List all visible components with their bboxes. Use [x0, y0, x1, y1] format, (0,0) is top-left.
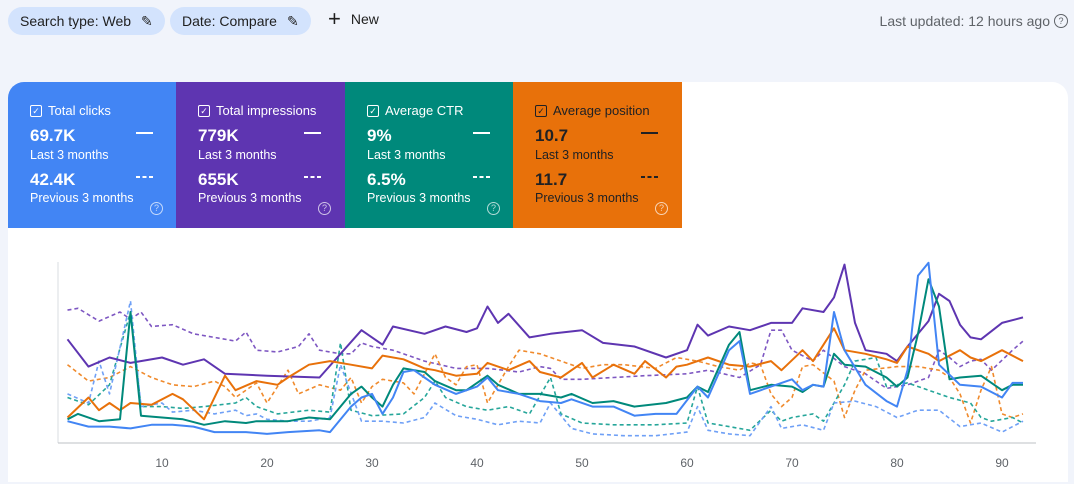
metric-label: Total clicks — [48, 103, 111, 118]
x-tick-label: 30 — [365, 456, 379, 470]
filter-label: Date: Compare — [182, 13, 277, 29]
x-tick-label: 70 — [785, 456, 799, 470]
x-tick-label: 50 — [575, 456, 589, 470]
x-tick-label: 90 — [995, 456, 1009, 470]
series-line-impressions-previous — [67, 307, 1024, 390]
series-line-position-previous — [67, 349, 1024, 424]
dashed-line-legend-icon — [641, 176, 658, 178]
metric-label: Total impressions — [216, 103, 317, 118]
filter-chip-date[interactable]: Date: Compare ✎ — [170, 7, 311, 35]
last-updated: Last updated: 12 hours ago ? — [880, 13, 1068, 29]
dashed-line-legend-icon — [304, 176, 321, 178]
new-filter-button[interactable]: + New — [328, 6, 379, 31]
plus-icon: + — [328, 6, 341, 31]
metric-current-value: 9% — [367, 126, 392, 145]
filter-chip-search-type[interactable]: Search type: Web ✎ — [8, 7, 165, 35]
metric-previous-period: Previous 3 months — [367, 191, 471, 205]
filter-label: Search type: Web — [20, 13, 132, 29]
x-tick-label: 10 — [155, 456, 169, 470]
help-icon[interactable]: ? — [655, 202, 668, 215]
last-updated-text: Last updated: 12 hours ago — [879, 13, 1050, 29]
metric-previous-period: Previous 3 months — [30, 191, 134, 205]
metric-current-period: Last 3 months — [367, 148, 446, 162]
solid-line-legend-icon — [473, 132, 490, 134]
x-tick-label: 60 — [680, 456, 694, 470]
solid-line-legend-icon — [304, 132, 321, 134]
solid-line-legend-icon — [136, 132, 153, 134]
checkbox-checked-icon[interactable]: ✓ — [30, 104, 42, 117]
new-label: New — [350, 11, 379, 27]
metric-label: Average CTR — [385, 103, 464, 118]
help-icon[interactable]: ? — [1054, 14, 1068, 28]
metric-current-value: 10.7 — [535, 126, 569, 145]
metric-tile-total-impressions[interactable]: ✓ Total impressions 779K Last 3 months 65… — [176, 82, 345, 228]
pencil-icon: ✎ — [141, 12, 153, 29]
x-tick-label: 40 — [470, 456, 484, 470]
series-line-clicks-previous — [67, 300, 1024, 437]
metric-current-period: Last 3 months — [198, 148, 277, 162]
performance-card: ✓ Total clicks 69.7K Last 3 months 42.4K … — [8, 82, 1068, 482]
metric-current-value: 779K — [198, 126, 239, 145]
metric-previous-value: 11.7 — [535, 170, 568, 189]
metric-current-value: 69.7K — [30, 126, 76, 145]
checkbox-checked-icon[interactable]: ✓ — [367, 104, 379, 117]
help-icon[interactable]: ? — [318, 202, 331, 215]
metric-previous-period: Previous 3 months — [535, 191, 639, 205]
dashed-line-legend-icon — [473, 176, 490, 178]
performance-chart[interactable]: 10 20 30 40 50 60 70 80 90 — [8, 82, 1068, 482]
metric-current-period: Last 3 months — [535, 148, 614, 162]
series-line-clicks-last — [67, 261, 1023, 435]
series-line-ctr-previous — [67, 311, 1024, 432]
metric-previous-value: 42.4K — [30, 170, 76, 189]
metric-previous-value: 6.5% — [367, 170, 406, 189]
x-tick-label: 20 — [260, 456, 274, 470]
solid-line-legend-icon — [641, 132, 658, 134]
checkbox-checked-icon[interactable]: ✓ — [535, 104, 547, 117]
series-line-impressions-last — [66, 263, 1024, 379]
metric-tile-average-position[interactable]: ✓ Average position 10.7 Last 3 months 11.… — [513, 82, 682, 228]
help-icon[interactable]: ? — [487, 202, 500, 215]
pencil-icon: ✎ — [286, 12, 299, 29]
metric-current-period: Last 3 months — [30, 148, 109, 162]
metric-tile-total-clicks[interactable]: ✓ Total clicks 69.7K Last 3 months 42.4K … — [8, 82, 177, 228]
metric-tile-average-ctr[interactable]: ✓ Average CTR 9% Last 3 months 6.5% Previ… — [345, 82, 514, 228]
checkbox-checked-icon[interactable]: ✓ — [198, 104, 210, 117]
series-line-position-last — [66, 327, 1024, 421]
help-icon[interactable]: ? — [150, 202, 163, 215]
metric-previous-period: Previous 3 months — [198, 191, 302, 205]
metric-previous-value: 655K — [198, 170, 239, 189]
series-line-ctr-last — [67, 278, 1023, 426]
dashed-line-legend-icon — [136, 176, 153, 178]
metric-label: Average position — [553, 103, 650, 118]
x-tick-label: 80 — [890, 456, 904, 470]
